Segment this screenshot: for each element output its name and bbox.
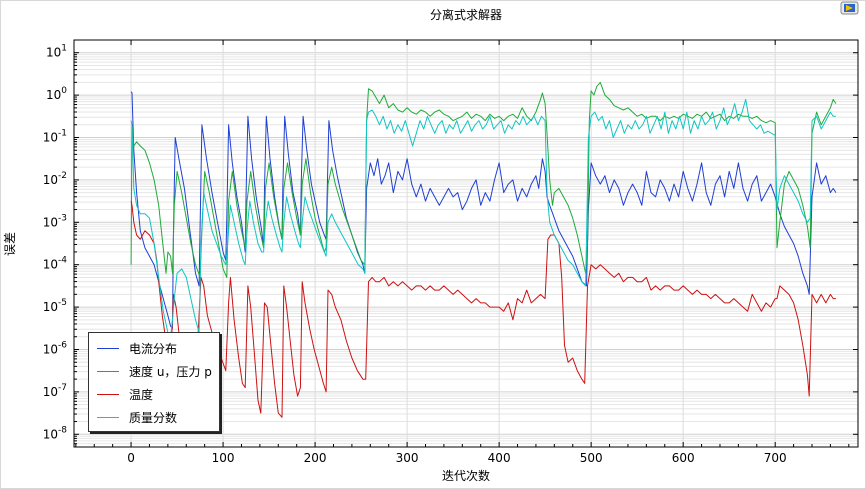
legend: 电流分布速度 u，压力 p 温度质量分数: [88, 332, 220, 432]
x-axis-label: 迭代次数: [442, 468, 490, 483]
y-tick-label: 10-4: [43, 256, 68, 272]
series-line-2: [130, 81, 837, 278]
y-tick-label: 10-6: [43, 340, 68, 356]
legend-label: 质量分数: [129, 410, 178, 425]
legend-item: 电流分布: [97, 339, 177, 357]
legend-swatch: [97, 416, 119, 418]
x-tick-label: 500: [580, 451, 603, 465]
series-line-3: [130, 200, 836, 418]
y-tick-label: 100: [46, 86, 67, 102]
y-axis-label: 误差: [3, 232, 17, 256]
y-tick-label: 101: [46, 44, 67, 60]
series-line-1: [130, 91, 837, 329]
x-tick-label: 400: [488, 451, 511, 465]
y-tick-label: 10-8: [43, 425, 68, 441]
x-tick-label: 300: [396, 451, 419, 465]
x-tick-label: 0: [127, 451, 135, 465]
chart-title: 分离式求解器: [430, 7, 502, 22]
legend-label: 温度: [129, 387, 154, 402]
legend-label: 电流分布: [129, 341, 178, 356]
legend-item: 温度: [97, 385, 153, 403]
y-tick-label: 10-3: [43, 213, 67, 229]
x-tick-label: 100: [212, 451, 235, 465]
x-tick-label: 700: [764, 451, 787, 465]
plot-frame: [73, 39, 859, 448]
x-tick-label: 600: [672, 451, 695, 465]
y-tick-label: 10-7: [43, 383, 67, 399]
y-tick-label: 10-2: [43, 171, 67, 187]
window-restore-icon[interactable]: [840, 0, 860, 16]
series-line-4: [130, 98, 836, 338]
legend-swatch: [97, 393, 119, 395]
x-tick-label: 200: [304, 451, 327, 465]
legend-item: 质量分数: [97, 408, 177, 426]
legend-swatch: [97, 370, 119, 372]
y-tick-label: 10-1: [43, 129, 67, 145]
legend-label: 速度 u，压力 p: [129, 364, 212, 379]
legend-swatch: [97, 347, 119, 349]
legend-item: 速度 u，压力 p: [97, 362, 212, 380]
y-tick-label: 10-5: [43, 298, 67, 314]
